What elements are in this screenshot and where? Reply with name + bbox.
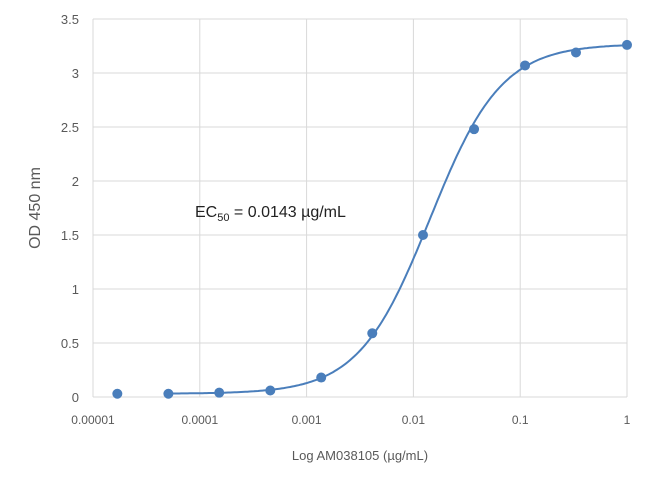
x-tick-label: 0.001 bbox=[292, 413, 322, 427]
data-point bbox=[622, 39, 632, 50]
data-point bbox=[214, 387, 225, 398]
data-point bbox=[163, 388, 174, 399]
y-tick-label: 0.5 bbox=[61, 336, 79, 351]
x-tick-label: 0.0001 bbox=[181, 413, 218, 427]
data-point bbox=[418, 230, 429, 240]
data-point bbox=[570, 47, 581, 58]
y-tick-label: 2.5 bbox=[61, 120, 79, 135]
x-tick-label: 0.01 bbox=[402, 413, 426, 427]
x-tick-label: 1 bbox=[624, 413, 631, 427]
data-point bbox=[265, 385, 276, 396]
y-tick-label: 0 bbox=[72, 390, 79, 405]
data-point bbox=[469, 124, 480, 135]
x-tick-label: 0.1 bbox=[512, 413, 529, 427]
y-axis-label: OD 450 nm bbox=[27, 167, 44, 249]
ec50-value: = 0.0143 µg/mL bbox=[229, 204, 346, 221]
x-tick-label: 0.00001 bbox=[71, 413, 115, 427]
ec50-subscript: 50 bbox=[217, 212, 229, 224]
data-point bbox=[316, 372, 327, 383]
ec50-main: EC bbox=[195, 204, 217, 221]
y-tick-label: 3 bbox=[72, 66, 79, 81]
grid bbox=[92, 18, 628, 398]
data-point bbox=[367, 328, 378, 339]
y-tick-label: 1 bbox=[72, 282, 79, 297]
y-tick-labels: 0 0.5 1 1.5 2 2.5 3 3.5 bbox=[61, 12, 79, 405]
data-point bbox=[520, 60, 531, 71]
data-point bbox=[112, 388, 123, 399]
y-tick-label: 1.5 bbox=[61, 228, 79, 243]
x-tick-labels: 0.00001 0.0001 0.001 0.01 0.1 1 bbox=[71, 413, 630, 427]
x-axis-label: Log AM038105 (µg/mL) bbox=[292, 448, 428, 463]
data-points bbox=[112, 39, 632, 399]
fit-curve bbox=[168, 44, 626, 395]
y-tick-label: 3.5 bbox=[61, 12, 79, 27]
y-tick-label: 2 bbox=[72, 174, 79, 189]
ec50-annotation: EC50 = 0.0143 µg/mL bbox=[195, 204, 346, 224]
